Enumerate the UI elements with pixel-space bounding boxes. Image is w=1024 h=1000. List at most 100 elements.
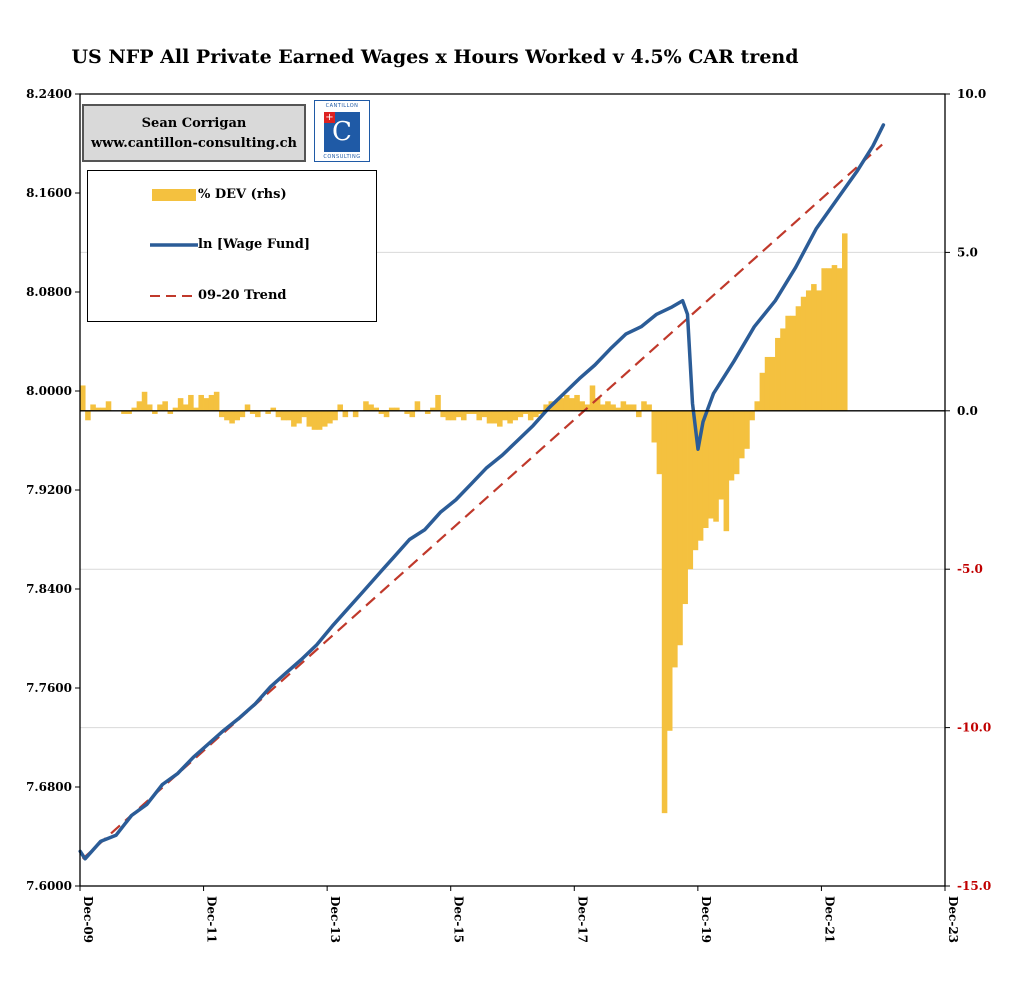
dev-bar xyxy=(512,410,519,421)
left-tick-label: 7.9200 xyxy=(26,483,72,497)
legend-label-dev: % DEV (rhs) xyxy=(198,187,287,202)
dev-bar xyxy=(373,407,380,411)
dev-bar xyxy=(342,410,349,418)
dev-bar xyxy=(414,401,421,411)
dev-bar xyxy=(620,401,627,411)
dev-bar xyxy=(764,356,771,411)
dev-bar xyxy=(234,410,241,421)
dev-bar xyxy=(589,385,596,411)
dev-bar xyxy=(723,410,730,532)
dev-bar xyxy=(219,410,225,418)
logo-mark: + C xyxy=(324,112,360,152)
dev-bar xyxy=(811,284,817,411)
logo-letter: C xyxy=(332,117,352,147)
dev-bar xyxy=(265,410,271,414)
dev-bar xyxy=(481,410,488,418)
dev-bar xyxy=(126,410,132,414)
dev-bar xyxy=(430,407,436,411)
dev-bar xyxy=(651,410,658,443)
x-tick-label: Dec-11 xyxy=(205,896,219,943)
dev-bar xyxy=(666,410,673,731)
dev-bar xyxy=(424,410,431,414)
dev-bar xyxy=(718,410,724,500)
dev-bar xyxy=(301,410,307,418)
x-tick-label: Dec-09 xyxy=(81,896,95,943)
dev-bar xyxy=(182,404,189,411)
dev-bar xyxy=(800,296,807,411)
dev-bar xyxy=(146,404,153,411)
dev-bar xyxy=(275,410,282,418)
dev-bar xyxy=(450,410,457,421)
dev-bar xyxy=(713,410,719,522)
dev-bar xyxy=(677,410,683,646)
dev-bar xyxy=(697,410,704,541)
author-website: www.cantillon-consulting.ch xyxy=(90,136,298,151)
dev-bar xyxy=(775,337,781,411)
dev-bar xyxy=(239,410,246,418)
legend-line-swatch xyxy=(150,243,198,247)
dev-bar xyxy=(172,407,179,411)
dev-bar xyxy=(558,398,565,411)
dev-bar xyxy=(610,404,616,411)
dev-bar xyxy=(795,306,802,411)
dev-bar xyxy=(224,410,230,421)
dev-bar xyxy=(563,394,570,411)
dev-bar xyxy=(672,410,678,668)
dev-bar xyxy=(615,407,622,411)
dev-bar xyxy=(188,394,194,411)
dev-bar xyxy=(306,410,313,427)
dev-bar xyxy=(378,410,385,414)
dev-bar xyxy=(291,410,297,427)
axes xyxy=(75,93,950,891)
dev-bar xyxy=(790,315,797,411)
dev-bar xyxy=(522,410,529,414)
dev-bar xyxy=(687,410,694,570)
dev-bar xyxy=(162,401,168,411)
dev-bar xyxy=(208,394,215,411)
right-tick-label: 0.0 xyxy=(957,404,978,418)
dev-bar xyxy=(285,410,292,421)
wage-fund-series xyxy=(78,123,886,861)
dev-bar xyxy=(543,404,549,411)
dev-bar xyxy=(388,407,395,411)
left-tick-label: 8.1600 xyxy=(26,186,72,200)
dev-bar xyxy=(785,315,791,411)
dev-bar xyxy=(682,410,688,605)
dev-bar xyxy=(157,404,163,411)
dev-bar xyxy=(538,410,544,414)
right-tick-label: 5.0 xyxy=(957,245,978,259)
dev-bar xyxy=(466,410,472,414)
dev-bar xyxy=(625,404,632,411)
dev-bar xyxy=(80,385,86,411)
dev-bar xyxy=(121,410,127,414)
dev-bar xyxy=(198,394,204,411)
dev-bar xyxy=(435,394,441,411)
left-tick-label: 7.6800 xyxy=(26,780,72,794)
dev-bar xyxy=(95,407,101,411)
x-tick-label: Dec-13 xyxy=(328,896,342,943)
dev-bar xyxy=(327,410,333,424)
left-tick-label: 7.8400 xyxy=(26,582,72,596)
dev-bar xyxy=(769,356,776,411)
left-tick-label: 8.2400 xyxy=(26,87,72,101)
dev-bar xyxy=(177,398,184,411)
wage-fund-line xyxy=(78,123,886,861)
dev-bar xyxy=(780,328,786,411)
dev-bar xyxy=(692,410,699,551)
dev-bar xyxy=(630,404,637,411)
legend: % DEV (rhs) ln [Wage Fund] 09-20 Trend xyxy=(87,170,377,322)
x-tick-label: Dec-17 xyxy=(575,896,589,943)
dev-bar xyxy=(100,407,107,411)
x-tick-label: Dec-21 xyxy=(822,896,836,943)
chart-title: US NFP All Private Earned Wages x Hours … xyxy=(71,46,799,68)
dev-bar xyxy=(244,404,251,411)
dev-bar xyxy=(831,265,838,411)
logo-top-text: CANTILLON xyxy=(325,103,359,109)
dev-bar xyxy=(491,410,498,424)
dev-bar xyxy=(507,410,513,424)
dev-bar xyxy=(409,410,416,418)
dev-bar xyxy=(270,407,277,411)
dev-bar xyxy=(826,268,833,411)
dev-bar xyxy=(368,404,374,411)
dev-bar xyxy=(656,410,663,475)
